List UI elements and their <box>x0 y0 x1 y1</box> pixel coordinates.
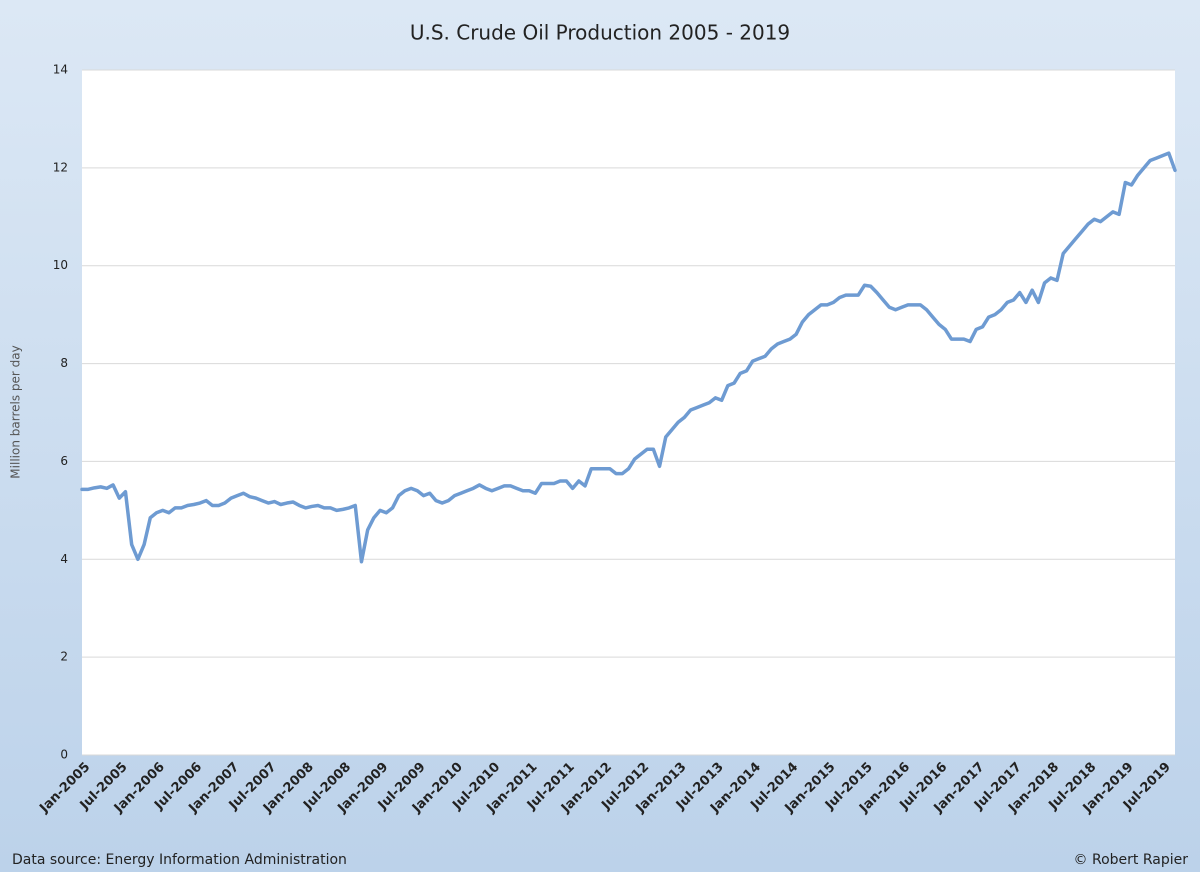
y-tick-label: 12 <box>53 160 68 174</box>
data-line <box>80 151 1177 564</box>
plot-area <box>82 70 1175 755</box>
y-tick-label: 10 <box>53 258 68 272</box>
y-tick-label: 2 <box>60 650 68 664</box>
source-note: Data source: Energy Information Administ… <box>12 852 347 868</box>
y-tick-label: 4 <box>60 552 68 566</box>
y-tick-label: 6 <box>60 454 68 468</box>
y-axis-label: Million barrels per day <box>9 345 23 478</box>
y-tick-label: 0 <box>60 748 68 762</box>
y-tick-label: 8 <box>60 356 68 370</box>
y-tick-label: 14 <box>53 63 68 77</box>
credit: © Robert Rapier <box>1074 852 1189 868</box>
chart-title: U.S. Crude Oil Production 2005 - 2019 <box>410 21 790 45</box>
